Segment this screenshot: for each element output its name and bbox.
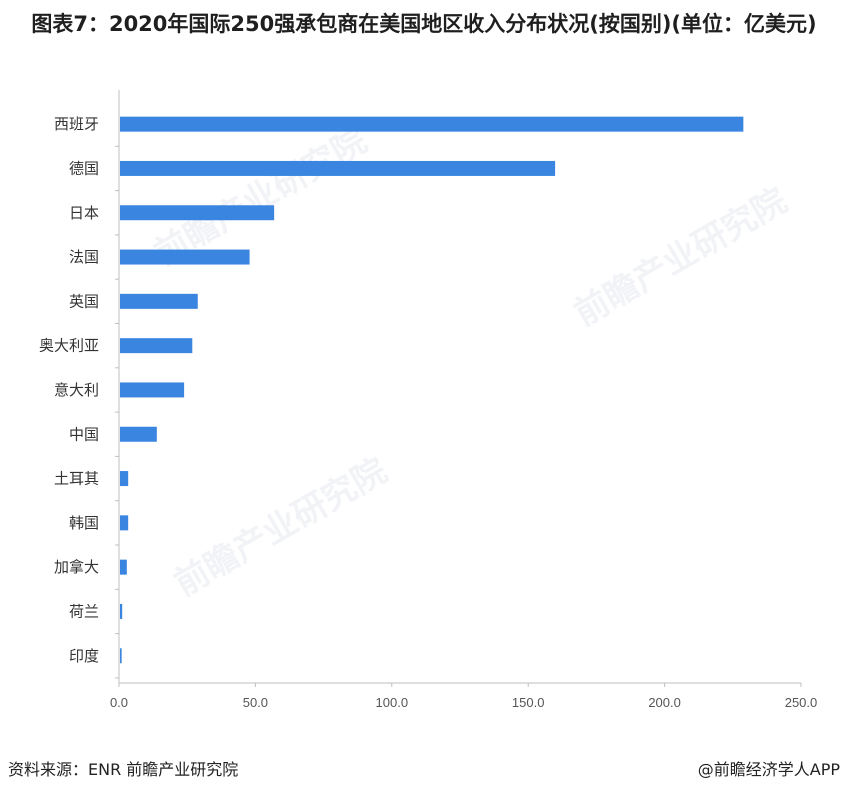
bar xyxy=(120,249,250,265)
category-label: 意大利 xyxy=(54,381,99,399)
category-label: 日本 xyxy=(69,204,99,222)
bar xyxy=(120,603,123,619)
bar xyxy=(120,160,556,176)
bar xyxy=(120,205,275,221)
bar xyxy=(120,648,122,664)
chart-title: 图表7：2020年国际250强承包商在美国地区收入分布状况(按国别)(单位：亿美… xyxy=(31,12,817,36)
chart-area: 西班牙德国日本法国英国奥大利亚意大利中国土耳其韩国加拿大荷兰印度 0.0 50.0 1… xyxy=(0,90,848,730)
category-label: 西班牙 xyxy=(54,115,99,133)
category-label: 英国 xyxy=(69,292,99,310)
bar xyxy=(120,116,744,132)
bar xyxy=(120,338,193,354)
x-tick-label: 250.0 xyxy=(785,695,818,710)
category-label: 荷兰 xyxy=(69,602,99,620)
category-label: 韩国 xyxy=(69,514,99,532)
category-label: 中国 xyxy=(69,425,99,443)
category-label: 德国 xyxy=(69,159,99,177)
bar xyxy=(120,515,129,531)
source-note: 资料来源：ENR 前瞻产业研究院 xyxy=(8,760,239,779)
category-label: 奥大利亚 xyxy=(39,337,99,355)
x-tick-label: 100.0 xyxy=(376,695,409,710)
bar xyxy=(120,471,129,487)
category-label: 法国 xyxy=(69,248,99,266)
x-tick-label: 150.0 xyxy=(512,695,545,710)
x-tick-label: 200.0 xyxy=(648,695,681,710)
bar xyxy=(120,559,127,575)
category-label: 土耳其 xyxy=(54,470,99,488)
bar xyxy=(120,293,198,309)
bar xyxy=(120,382,185,398)
bar xyxy=(120,426,157,442)
category-label: 印度 xyxy=(69,647,99,665)
x-tick-label: 50.0 xyxy=(243,695,268,710)
brand-note: @前瞻经济学人APP xyxy=(697,760,840,779)
category-label: 加拿大 xyxy=(54,558,99,576)
x-tick-label: 0.0 xyxy=(110,695,128,710)
